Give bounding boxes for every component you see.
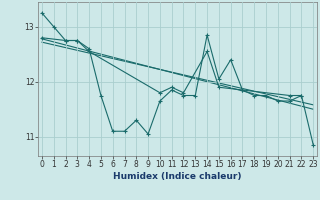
X-axis label: Humidex (Indice chaleur): Humidex (Indice chaleur): [113, 172, 242, 181]
